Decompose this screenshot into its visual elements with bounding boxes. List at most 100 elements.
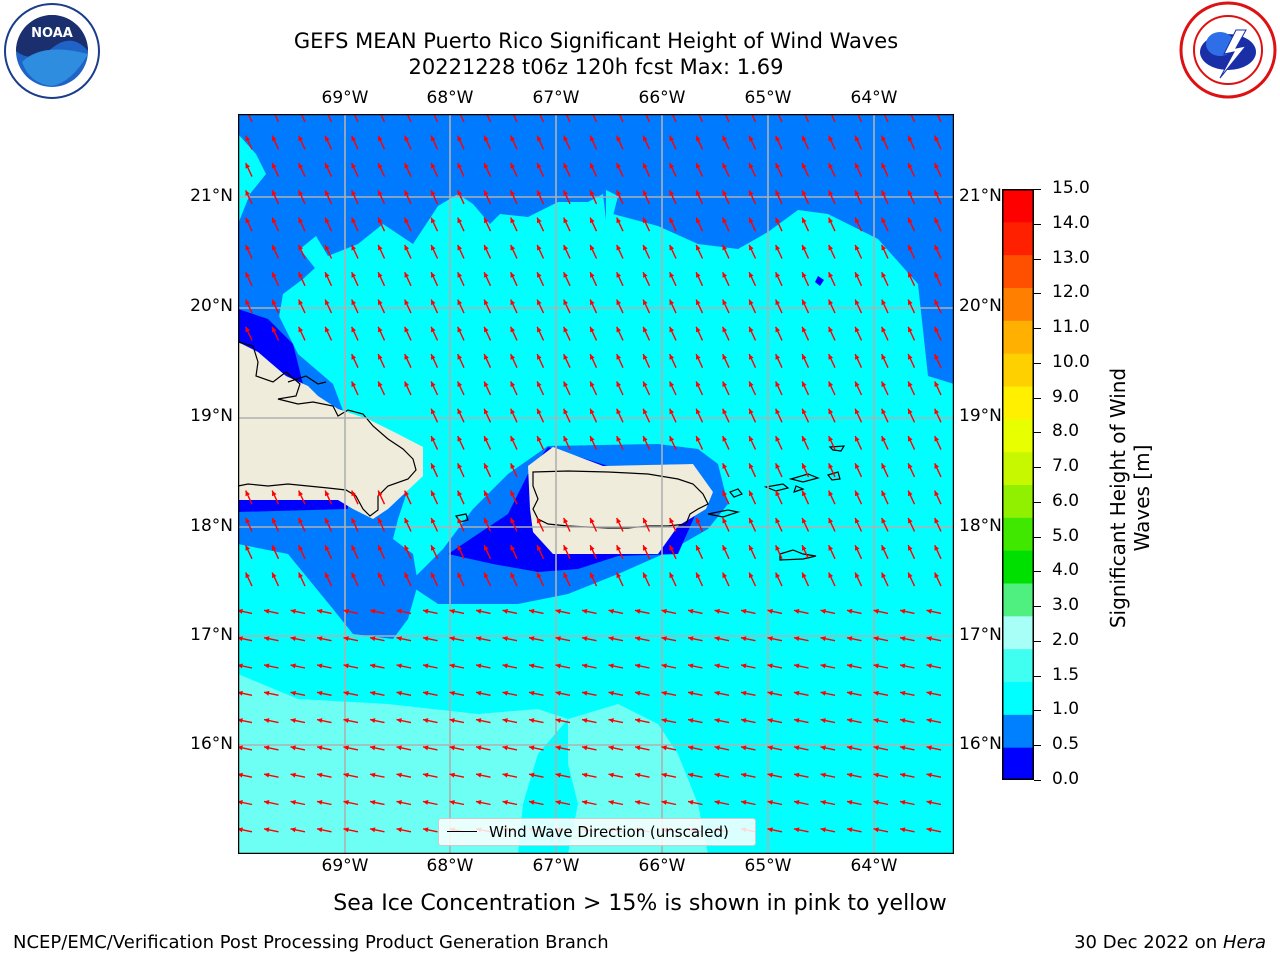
wave-direction-arrowhead: [820, 690, 826, 696]
wave-direction-arrowhead: [422, 827, 429, 833]
wave-direction-arrowhead: [855, 545, 860, 551]
wave-direction-arrowhead: [457, 272, 463, 278]
wave-direction-arrowhead: [934, 135, 940, 142]
wave-direction-arrowhead: [431, 190, 436, 196]
wave-direction-arrowhead: [696, 217, 701, 224]
wave-direction-arrowhead: [687, 663, 694, 669]
wave-direction-arrowhead: [881, 326, 887, 333]
wave-direction-arrowhead: [404, 217, 410, 224]
lat-label-left: 16°N: [190, 734, 233, 754]
wave-direction-arrowhead: [934, 163, 940, 169]
wave-direction-arrowhead: [563, 545, 569, 551]
lat-label-left: 17°N: [190, 625, 233, 645]
wave-direction-arrowhead: [378, 326, 383, 333]
wave-direction-arrowhead: [422, 608, 429, 614]
wave-direction-arrowhead: [537, 408, 542, 415]
wave-direction-arrowhead: [396, 800, 402, 805]
wave-direction-arrowhead: [820, 608, 826, 614]
wave-direction-arrowhead: [528, 608, 535, 614]
colorbar-tick-label: 2.0: [1052, 629, 1080, 650]
wave-direction-arrowhead: [245, 244, 251, 251]
wave-direction-arrowhead: [749, 490, 754, 497]
colorbar-tick-label: 1.5: [1052, 664, 1080, 685]
lon-label-bottom: 68°W: [426, 856, 474, 876]
wave-direction-arrowhead: [298, 517, 304, 524]
wave-direction-arrowhead: [510, 381, 516, 387]
wave-direction-arrowhead: [616, 299, 622, 306]
wave-direction-arrowhead: [881, 381, 887, 387]
footer-date-text: 30 Dec 2022 on: [1074, 932, 1223, 953]
wave-direction-arrowhead: [661, 608, 667, 614]
wave-direction-arrowhead: [325, 163, 330, 169]
wave-direction-arrowhead: [926, 800, 932, 805]
colorbar-tick-label: 10.0: [1052, 351, 1090, 372]
wave-direction-arrowhead: [643, 135, 648, 142]
wave-direction-arrowhead: [722, 299, 728, 306]
wave-direction-arrowhead: [934, 190, 940, 196]
wave-direction-arrowhead: [263, 800, 270, 805]
wave-direction-arrowhead: [881, 436, 887, 442]
wave-direction-arrowhead: [749, 244, 754, 251]
wave-direction-arrowhead: [767, 608, 773, 614]
wave-direction-arrowhead: [563, 354, 569, 360]
wave-direction-arrowhead: [263, 663, 270, 669]
wave-direction-arrowhead: [325, 517, 330, 524]
wave-direction-arrowhead: [793, 690, 800, 696]
colorbar-frame: [1002, 189, 1034, 780]
wave-direction-arrowhead: [661, 772, 667, 778]
wave-direction-arrowhead: [775, 299, 781, 306]
wave-direction-arrowhead: [669, 244, 675, 251]
wave-direction-arrowhead: [740, 608, 747, 614]
wave-direction-arrowhead: [528, 690, 535, 696]
wave-direction-arrowhead: [775, 408, 781, 415]
wave-band-1.5-2.0: [238, 674, 708, 854]
wave-direction-arrowhead: [661, 690, 667, 696]
wave-direction-arrowhead: [855, 572, 860, 579]
wave-direction-arrowhead: [775, 354, 781, 360]
wave-direction-arrowhead: [643, 326, 648, 333]
wave-direction-arrowhead: [908, 381, 913, 387]
wave-direction-arrowhead: [687, 772, 694, 778]
wave-direction-arrowhead: [934, 572, 940, 579]
wave-direction-arrowhead: [378, 354, 383, 360]
land-hispaniola: [238, 342, 423, 519]
lat-label-left: 19°N: [190, 406, 233, 426]
wave-direction-arrowhead: [351, 545, 357, 551]
wave-direction-arrowhead: [687, 745, 694, 751]
wave-direction-arrowhead: [563, 299, 569, 306]
wave-direction-arrowhead: [272, 135, 277, 142]
wave-direction-arrowhead: [714, 690, 720, 696]
wave-direction-arrowhead: [245, 299, 251, 306]
wave-direction-arrowhead: [510, 217, 516, 224]
colorbar-tick-label: 0.0: [1052, 769, 1080, 789]
wave-direction-arrowhead: [802, 190, 807, 196]
wave-direction-arrowhead: [563, 244, 569, 251]
wave-direction-arrowhead: [855, 244, 860, 251]
wave-direction-arrowhead: [661, 800, 667, 805]
wave-direction-arrowhead: [351, 272, 357, 278]
wave-direction-arrowhead: [484, 190, 489, 196]
wave-direction-arrowhead: [908, 354, 913, 360]
wave-direction-arrowhead: [634, 636, 641, 642]
lat-label-right: 16°N: [959, 734, 1002, 754]
wave-direction-arrowhead: [775, 244, 781, 251]
wave-direction-arrowhead: [908, 217, 913, 224]
wave-direction-arrowhead: [590, 244, 595, 251]
wave-direction-arrowhead: [828, 244, 834, 251]
wave-direction-arrowhead: [475, 800, 482, 805]
colorbar-band: [1002, 189, 1034, 223]
wave-direction-arrowhead: [740, 718, 747, 724]
wave-direction-arrowhead: [245, 135, 251, 142]
wave-direction-arrowhead: [431, 572, 436, 579]
colorbar-band: [1002, 353, 1034, 387]
wave-direction-arrowhead: [475, 690, 482, 696]
wave-direction-arrowhead: [881, 299, 887, 306]
map-frame: [238, 114, 954, 854]
wave-direction-arrowhead: [245, 545, 251, 551]
wave-direction-arrowhead: [616, 436, 622, 442]
wave-direction-arrowhead: [404, 244, 410, 251]
wave-direction-arrowhead: [616, 408, 622, 415]
lat-label-right: 18°N: [959, 516, 1002, 536]
wave-direction-arrowhead: [722, 517, 728, 524]
wave-direction-arrowhead: [343, 745, 349, 751]
